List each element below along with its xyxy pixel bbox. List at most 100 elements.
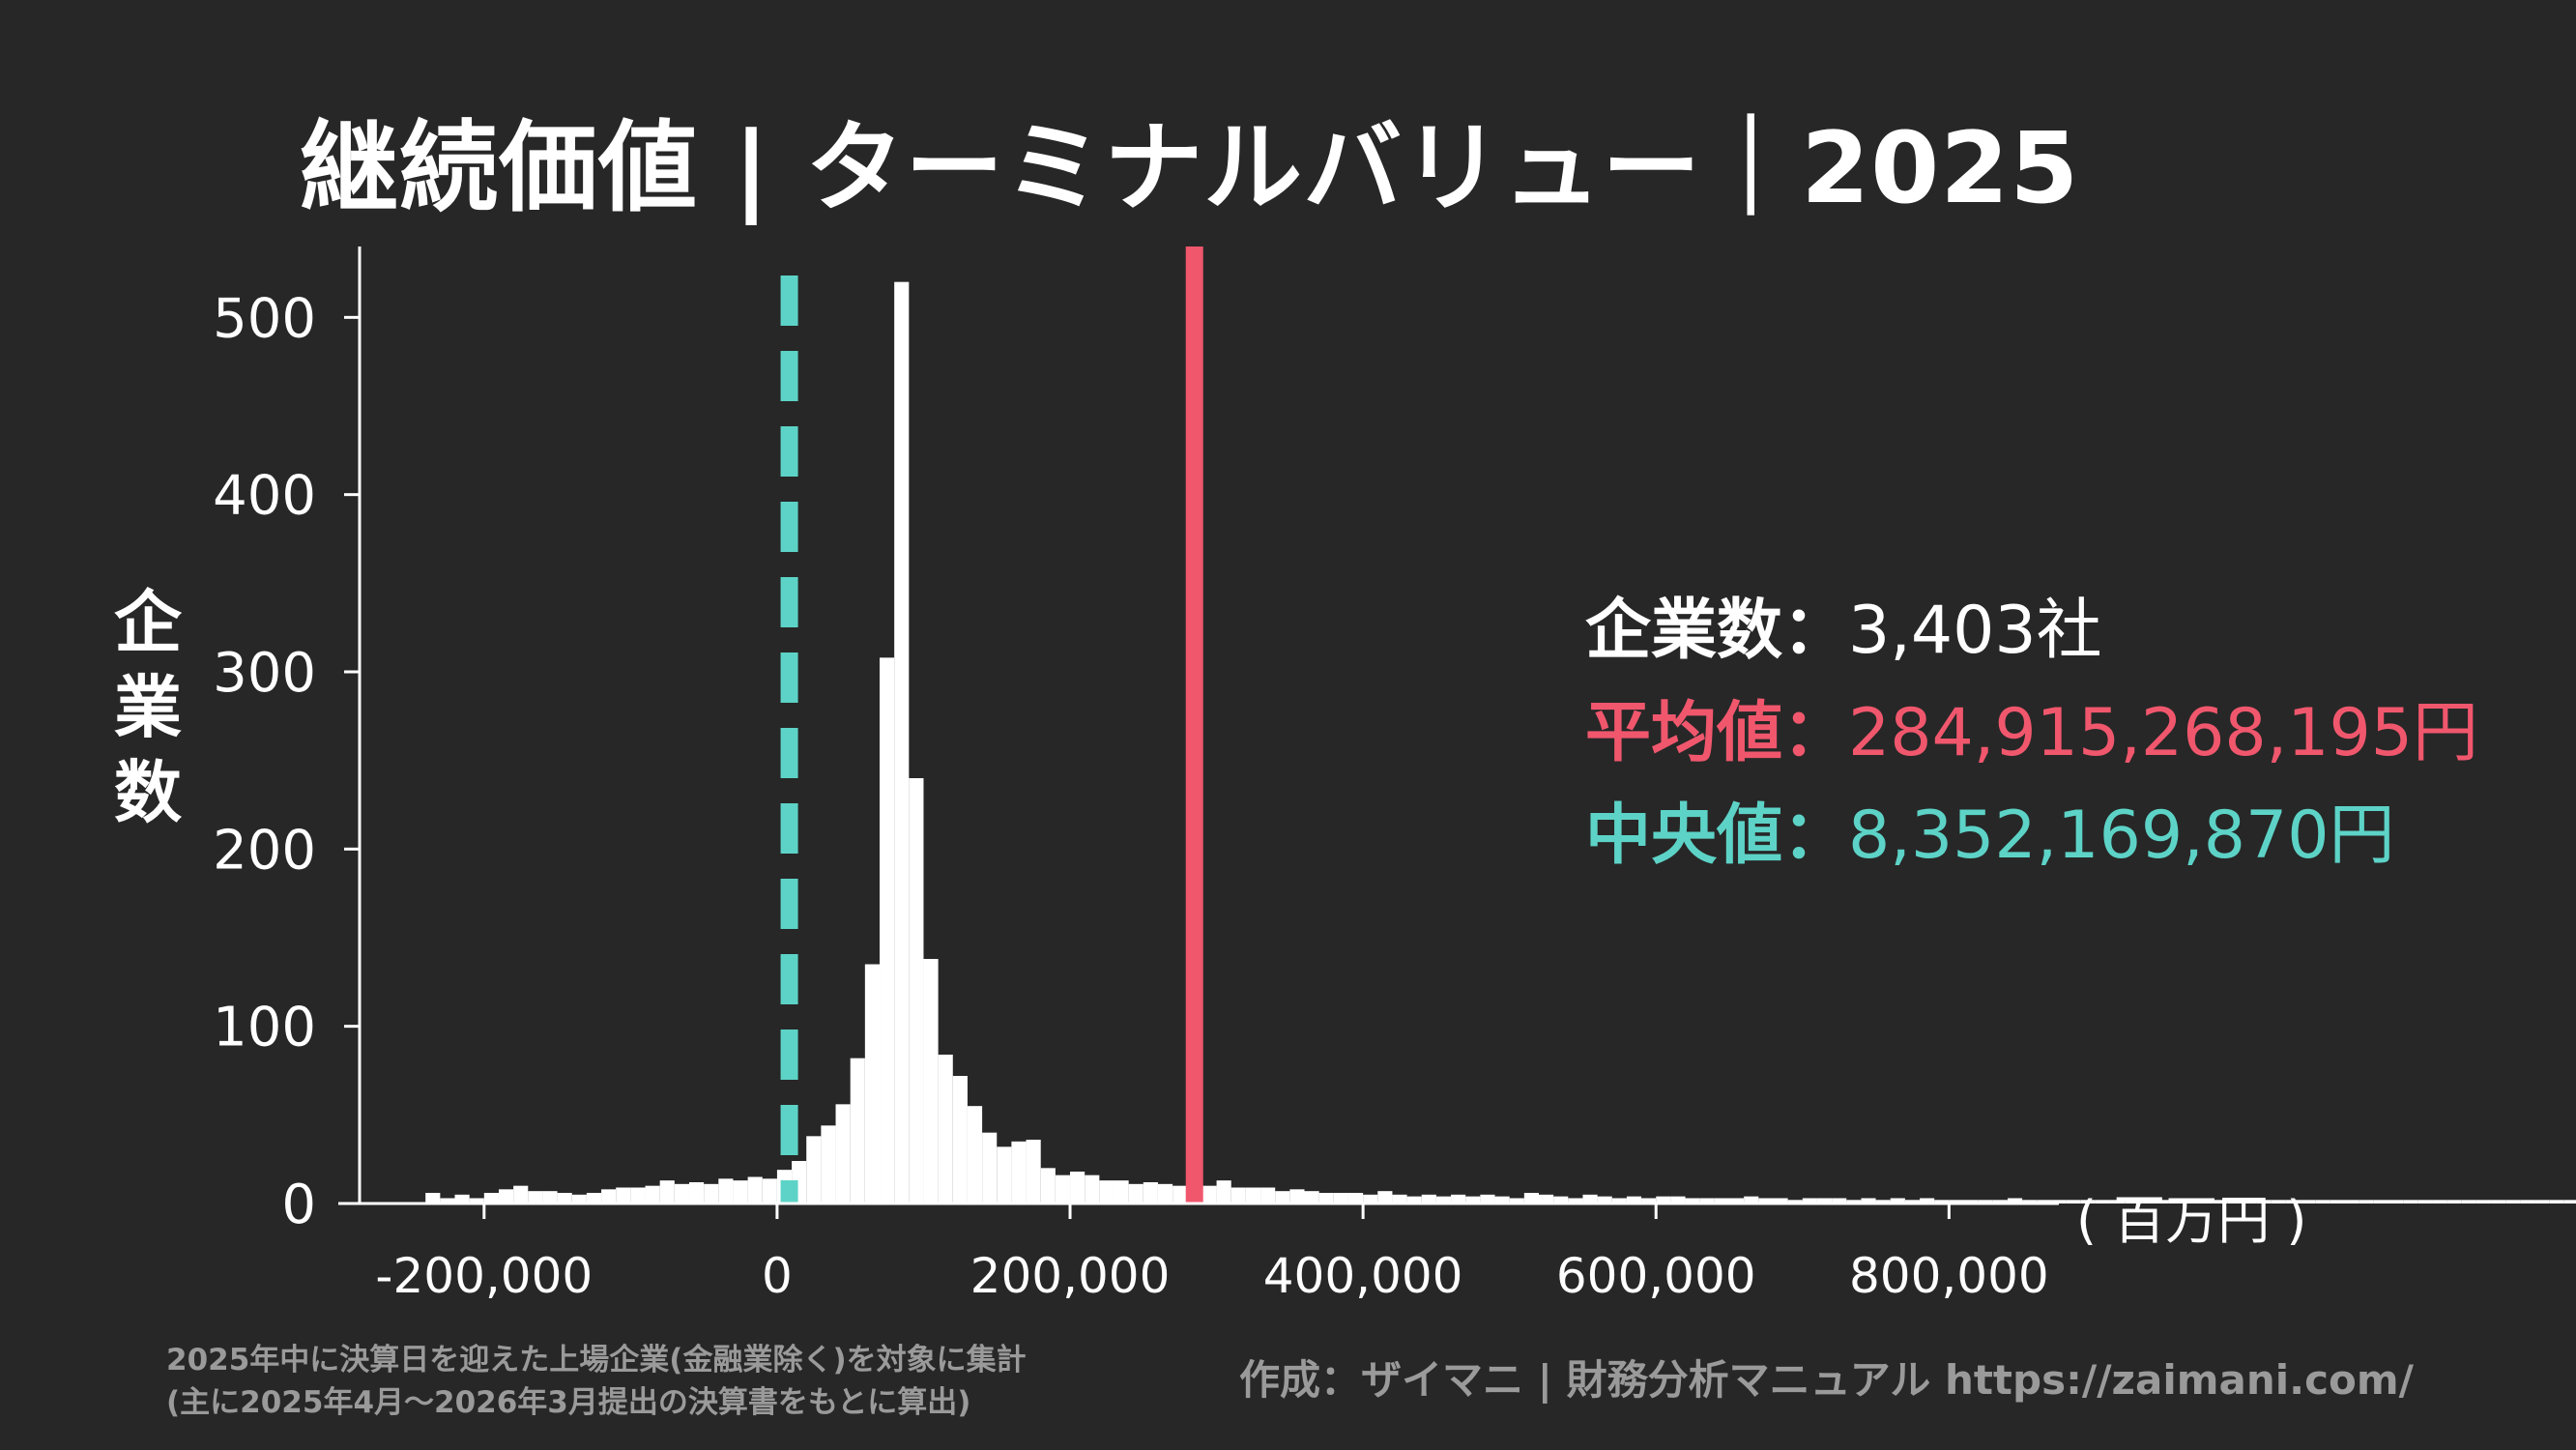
y-tick-label: 100 (213, 997, 316, 1059)
histogram-bar (1582, 1194, 1598, 1204)
y-axis-label: 企 業 数 (104, 580, 191, 835)
histogram-bar (1963, 1200, 1979, 1204)
histogram-bar (718, 1178, 734, 1204)
stat-count: 企業数：3,403社 (1585, 580, 2478, 682)
histogram-bar (1523, 1193, 1539, 1204)
histogram-bar (688, 1182, 705, 1204)
histogram-bar (1875, 1200, 1891, 1204)
histogram-bar (1832, 1198, 1847, 1204)
histogram-bar (483, 1193, 499, 1204)
histogram-bar (2051, 1200, 2067, 1204)
histogram-bar (864, 964, 881, 1204)
histogram-bar (1846, 1200, 1862, 1204)
histogram-bar (880, 657, 895, 1204)
histogram-bar (1216, 1180, 1231, 1204)
histogram-bar (1787, 1200, 1803, 1204)
histogram-bar (1099, 1180, 1114, 1204)
x-axis-unit-label: ( 百万円 ) (2076, 1190, 2307, 1251)
histogram-bar (2125, 1200, 2140, 1204)
histogram-bar (1992, 1200, 2008, 1204)
histogram-bar (982, 1132, 998, 1204)
histogram-bar (2563, 1200, 2576, 1204)
histogram-bar (1157, 1183, 1173, 1204)
histogram-bar (1289, 1189, 1305, 1204)
histogram-bar (2475, 1200, 2492, 1204)
histogram-bar (1245, 1187, 1261, 1204)
histogram-bar (2359, 1200, 2374, 1204)
histogram-bar (1070, 1172, 1085, 1204)
y-tick-label: 400 (213, 465, 316, 528)
histogram-bar (2461, 1200, 2476, 1204)
chart-title: 継続価値 | ターミナルバリュー｜2025 (300, 111, 2080, 226)
x-tick-label: 0 (762, 1248, 793, 1304)
histogram-bar (1260, 1187, 1276, 1204)
histogram-bar (1656, 1196, 1671, 1204)
histogram-bar (2388, 1200, 2404, 1204)
histogram-bar (835, 1104, 851, 1204)
histogram-bar (1729, 1198, 1745, 1204)
histogram-bar (1904, 1200, 1921, 1204)
histogram-bar (1494, 1196, 1510, 1204)
histogram-bar (821, 1125, 836, 1204)
histogram-bar (1802, 1198, 1817, 1204)
histogram-bar (1509, 1198, 1524, 1204)
histogram-bar (2491, 1200, 2506, 1204)
histogram-bar (2139, 1200, 2155, 1204)
credit-text: 作成：ザイマニ | 財務分析マニュアル https://zaimani.com/ (1239, 1356, 2414, 1404)
stat-mean-label: 平均値： (1585, 695, 1849, 771)
histogram-bars (425, 281, 2576, 1204)
histogram-bar (1890, 1198, 1905, 1204)
histogram-bar (1392, 1194, 1407, 1204)
stat-mean: 平均値：284,915,268,195円 (1585, 682, 2478, 785)
histogram-bar (1085, 1174, 1100, 1204)
histogram-bar (2505, 1200, 2521, 1204)
histogram-bar (1435, 1196, 1452, 1204)
stat-count-label: 企業数： (1585, 593, 1849, 669)
histogram-bar (1421, 1194, 1436, 1204)
histogram-bar (1011, 1141, 1027, 1204)
histogram-bar (2330, 1200, 2345, 1204)
histogram-bar (1128, 1183, 1143, 1204)
histogram-bar (2534, 1200, 2550, 1204)
histogram-bar (1744, 1196, 1759, 1204)
y-axis-label-char-2: 業 (114, 668, 182, 747)
stat-median: 中央値：8,352,169,870円 (1585, 785, 2478, 887)
histogram-bar (1949, 1200, 1964, 1204)
histogram-bar (630, 1187, 646, 1204)
histogram-bar (2242, 1200, 2257, 1204)
histogram-bar (2446, 1200, 2462, 1204)
histogram-bar (1114, 1180, 1129, 1204)
y-tick-label: 300 (213, 642, 316, 705)
histogram-bar (923, 959, 939, 1204)
x-tick-label: 200,000 (970, 1248, 1171, 1304)
histogram-bar (967, 1106, 983, 1204)
histogram-bar (571, 1194, 587, 1204)
x-tick-label: 400,000 (1263, 1248, 1463, 1304)
histogram-bar (997, 1146, 1012, 1204)
histogram-bar (425, 1193, 441, 1204)
histogram-bar (2037, 1200, 2052, 1204)
histogram-bar (674, 1183, 689, 1204)
histogram-bar (1626, 1196, 1642, 1204)
histogram-bar (2520, 1200, 2535, 1204)
stat-mean-value: 284,915,268,195円 (1848, 695, 2479, 771)
histogram-bar (1230, 1187, 1246, 1204)
histogram-bar (909, 778, 924, 1204)
histogram-bar (2403, 1200, 2418, 1204)
histogram-bar (659, 1180, 675, 1204)
histogram-bar (2007, 1198, 2023, 1204)
x-tick-label: -200,000 (375, 1248, 593, 1304)
x-tick-label: 600,000 (1556, 1248, 1756, 1304)
histogram-bar (894, 281, 910, 1204)
histogram-bar (2095, 1200, 2111, 1204)
histogram-bar (1758, 1198, 1774, 1204)
histogram-bar (1333, 1193, 1348, 1204)
histogram-bar (952, 1076, 968, 1204)
histogram-bar (1318, 1193, 1334, 1204)
footnote-line-1: 2025年中に決算日を迎えた上場企業(金融業除く)を対象に集計 (166, 1343, 1027, 1378)
histogram-bar (1773, 1198, 1788, 1204)
y-tick-label: 200 (213, 819, 316, 882)
histogram-bar (1978, 1200, 1993, 1204)
histogram-bar (469, 1198, 484, 1204)
